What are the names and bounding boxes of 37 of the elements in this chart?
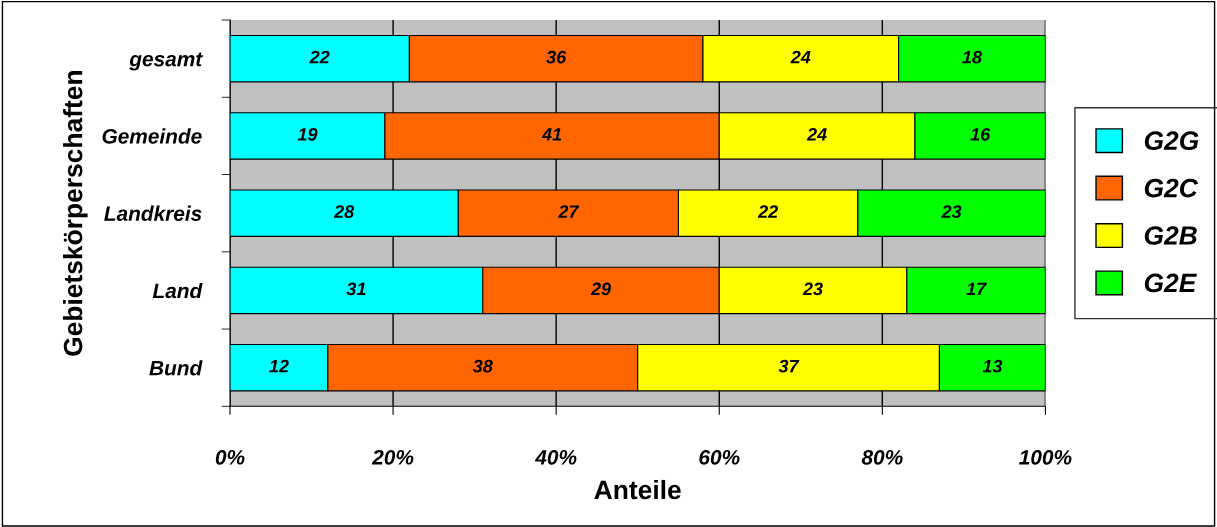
data-label: 38 (472, 359, 493, 373)
data-label: 22 (757, 205, 779, 218)
data-label: 23 (802, 282, 823, 296)
y-axis-title: Gebietskörperschaften (63, 71, 88, 356)
data-label: 31 (346, 282, 366, 296)
data-label: 18 (962, 50, 983, 64)
data-label: 13 (982, 359, 1003, 373)
data-label: 16 (970, 127, 991, 141)
data-label: 24 (790, 50, 811, 64)
x-tick-label: 20% (371, 449, 414, 465)
y-tick-label: Gemeinde (102, 128, 202, 144)
data-label: 27 (558, 205, 580, 218)
data-label: 23 (941, 205, 962, 219)
y-tick-label: Bund (149, 360, 203, 376)
y-tick-label: Landkreis (104, 205, 202, 221)
data-label: 24 (806, 127, 827, 141)
x-tick-label: 60% (699, 449, 740, 465)
legend-label: G2B (1144, 226, 1197, 245)
data-label: 12 (269, 359, 289, 373)
x-tick-label: 40% (534, 449, 577, 465)
x-axis-title: Anteile (594, 479, 681, 500)
y-tick-label: gesamt (129, 52, 203, 71)
legend-label: G2E (1144, 273, 1197, 293)
data-label: 36 (546, 50, 567, 64)
y-tick-label: Land (152, 282, 203, 299)
x-tick-label: 0% (215, 449, 245, 465)
data-label: 41 (541, 128, 562, 141)
data-label: 17 (966, 282, 987, 296)
x-tick-label: 100% (1019, 449, 1072, 465)
x-tick-label: 80% (861, 449, 903, 465)
data-label: 29 (590, 282, 611, 296)
legend-label: G2G (1144, 131, 1199, 150)
data-label: 28 (333, 205, 355, 219)
legend-label: G2C (1144, 178, 1199, 198)
data-label: 37 (778, 359, 800, 373)
data-label: 19 (297, 127, 318, 141)
data-label: 22 (309, 50, 330, 64)
